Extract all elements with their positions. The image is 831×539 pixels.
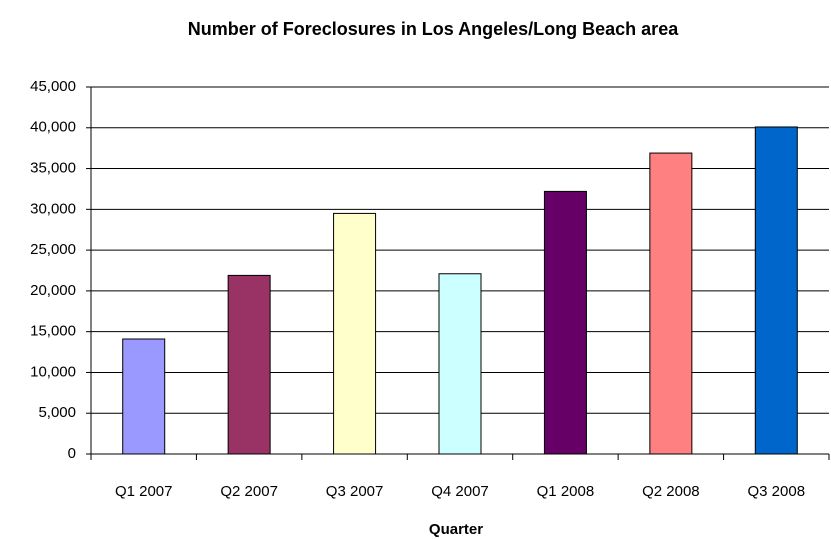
y-tick-label: 0 (68, 445, 76, 462)
y-tick-label: 25,000 (30, 241, 76, 258)
y-tick-label: 45,000 (30, 78, 76, 95)
bar (543, 190, 587, 455)
y-tick-label: 30,000 (30, 200, 76, 217)
y-tick-label: 5,000 (38, 404, 76, 421)
bar (438, 273, 482, 455)
x-tick-label: Q1 2007 (115, 483, 173, 500)
x-axis-title: Quarter (429, 521, 483, 538)
bar (333, 212, 377, 455)
x-tick-label: Q4 2007 (431, 483, 489, 500)
bar (649, 152, 693, 455)
x-tick-label: Q2 2007 (220, 483, 278, 500)
y-tick-label: 35,000 (30, 160, 76, 177)
y-tick-label: 15,000 (30, 323, 76, 340)
x-tick-label: Q3 2008 (748, 483, 806, 500)
x-tick-label: Q1 2008 (537, 483, 595, 500)
bar (227, 274, 271, 455)
chart-title: Number of Foreclosures in Los Angeles/Lo… (188, 19, 679, 39)
y-tick-label: 10,000 (30, 363, 76, 380)
bar (122, 338, 166, 455)
y-tick-label: 20,000 (30, 282, 76, 299)
x-tick-label: Q3 2007 (326, 483, 384, 500)
x-tick-label: Q2 2008 (642, 483, 700, 500)
bar (754, 126, 798, 455)
y-tick-label: 40,000 (30, 119, 76, 136)
